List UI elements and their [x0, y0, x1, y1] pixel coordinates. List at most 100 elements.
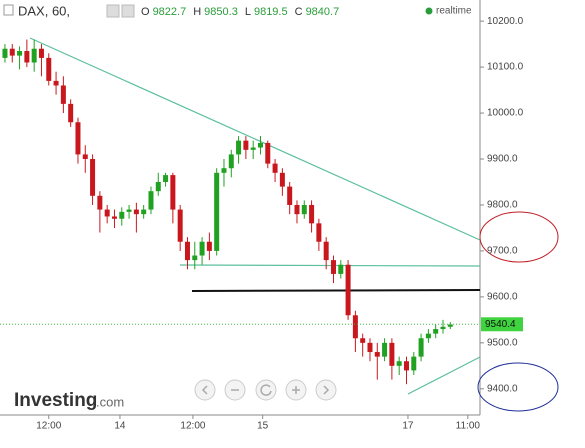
y-tick-label: 9600.0 — [487, 292, 518, 303]
reset-button[interactable] — [255, 379, 277, 401]
candle-body — [192, 255, 198, 261]
candle-body — [265, 142, 271, 164]
candle-body — [411, 356, 417, 371]
x-tick-label: 14 — [114, 421, 126, 432]
y-tick-label: 9400.0 — [487, 383, 518, 394]
candle-body — [382, 342, 388, 357]
x-tick-label: 12:00 — [180, 421, 205, 432]
candle-body — [309, 204, 315, 224]
x-tick-label: 15 — [257, 421, 269, 432]
candle-body — [316, 223, 322, 242]
candle-body — [257, 142, 263, 148]
candle-body — [221, 168, 227, 173]
y-tick-label: 10100.0 — [487, 62, 524, 73]
candle-body — [287, 186, 293, 205]
nav-icons — [201, 384, 330, 396]
scroll-left-button[interactable] — [194, 379, 216, 401]
header-icon — [3, 4, 14, 16]
logo: Investing — [14, 390, 97, 411]
candle-body — [177, 209, 183, 242]
y-tick-label: 9700.0 — [487, 246, 518, 257]
candle-body — [447, 324, 453, 327]
candle-body — [301, 204, 307, 215]
plot — [2, 39, 453, 385]
legend-label: L — [245, 6, 251, 18]
candle-body — [323, 241, 329, 261]
candle-body — [279, 172, 285, 187]
icon — [201, 385, 208, 395]
candle-body — [345, 264, 351, 316]
candle-body — [163, 175, 169, 182]
candle-body — [403, 361, 409, 371]
candle-body — [338, 264, 344, 274]
y-tick-label: 9500.0 — [487, 337, 518, 348]
logo-suffix: .com — [96, 394, 124, 409]
y-tick-label: 10000.0 — [487, 108, 524, 119]
x-tick-label: 17 — [402, 421, 414, 432]
candle-body — [374, 352, 380, 357]
settings-button[interactable] — [121, 4, 135, 18]
candle-body — [17, 51, 23, 56]
trend-line — [179, 264, 481, 267]
candle-body — [418, 338, 424, 357]
candle-body — [68, 103, 74, 123]
candle-body — [9, 48, 15, 56]
candle-body — [243, 140, 249, 150]
candle-body — [97, 195, 103, 210]
highlight-ellipse — [479, 211, 559, 263]
legend-value: 9850.3 — [204, 6, 238, 18]
candle-body — [126, 209, 132, 212]
candle-body — [141, 209, 147, 215]
candle-body — [228, 154, 234, 169]
legend-label: O — [141, 6, 150, 18]
candle-body — [2, 48, 8, 58]
trend-line — [29, 37, 481, 241]
candle-body — [104, 209, 110, 217]
candle-body — [31, 48, 37, 63]
icon — [323, 385, 330, 395]
y-tick-label: 10200.0 — [487, 16, 524, 27]
legend-value: 9822.7 — [153, 6, 187, 18]
candle-body — [236, 140, 242, 155]
candle-body — [148, 191, 154, 210]
legend-label: H — [193, 6, 201, 18]
candle-body — [272, 163, 278, 173]
candle-body — [60, 85, 66, 104]
y-tick-label: 9900.0 — [487, 154, 518, 165]
status-dot — [425, 7, 433, 15]
icon — [292, 386, 300, 394]
highlight-ellipse — [477, 362, 559, 412]
candle-body — [90, 159, 96, 196]
candle-body — [360, 338, 366, 343]
candle-body — [82, 154, 88, 160]
status: realtime — [436, 6, 472, 17]
x-tick-label: 11:00 — [456, 421, 481, 432]
candle-body — [170, 175, 176, 210]
candle-body — [111, 216, 117, 219]
candle-body — [425, 333, 431, 339]
candle-body — [433, 329, 439, 334]
scroll-right-button[interactable] — [315, 379, 337, 401]
chart-title: DAX, 60, — [18, 3, 70, 18]
trend-line — [407, 356, 481, 395]
candle-body — [214, 172, 220, 251]
x-tick-label: 12:00 — [36, 421, 61, 432]
candle-body — [250, 147, 256, 150]
candle-body — [199, 241, 205, 256]
candle-body — [206, 241, 212, 251]
candle-body — [46, 57, 52, 81]
trend-line — [191, 289, 481, 292]
candle-body — [440, 326, 446, 330]
candle-body — [389, 342, 395, 366]
ohlc-legend: O 9822.7 H 9850.3 L 9819.5 C 9840.7 — [141, 6, 339, 18]
candle-body — [352, 315, 358, 339]
candle-body — [367, 342, 373, 353]
last-price-box — [481, 317, 523, 332]
icon — [260, 384, 272, 396]
last-price-label: 9540.4 — [485, 319, 516, 330]
candle-body — [133, 209, 139, 215]
candle-body — [119, 211, 125, 219]
settings-button[interactable] — [106, 4, 120, 18]
